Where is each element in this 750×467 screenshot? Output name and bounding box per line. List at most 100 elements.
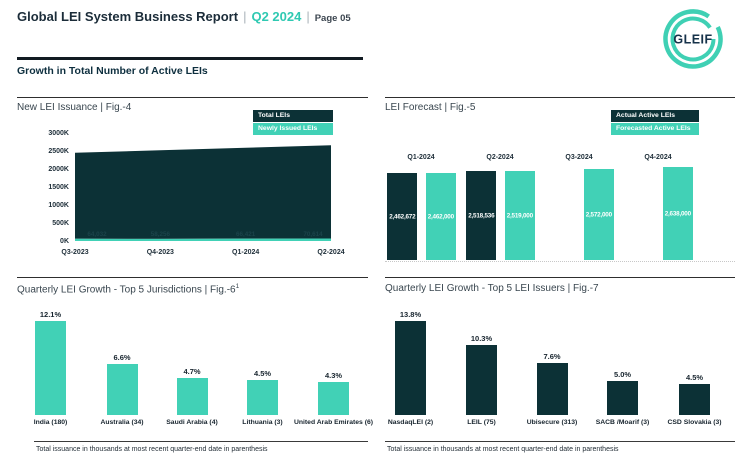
title-separator-2: | bbox=[306, 9, 310, 24]
chart-title-fig7: Quarterly LEI Growth - Top 5 LEI Issuers… bbox=[385, 283, 599, 294]
growth-bar bbox=[466, 344, 497, 415]
gleif-logo: GLEIF bbox=[663, 9, 723, 69]
legend-fig4: Total LEIs Newly Issued LEIs bbox=[253, 110, 333, 136]
forecast-bar: 2,638,000 bbox=[662, 167, 693, 261]
growth-bar bbox=[35, 321, 66, 415]
percent-label: 10.3% bbox=[470, 333, 493, 343]
bar-value-label: 2,638,000 bbox=[664, 210, 691, 218]
panel-rule-fig6 bbox=[17, 277, 368, 278]
legend-label: Total LEIs bbox=[258, 112, 290, 119]
chart-new-lei-issuance: 0K 500K 1000K 1500K 2000K 2500K 3000K Q3-2023 Q4… bbox=[17, 128, 367, 278]
category-label: Ubisecure (313) bbox=[526, 419, 578, 426]
growth-bar bbox=[318, 381, 349, 415]
category-label: LEIL (75) bbox=[467, 419, 496, 426]
y-axis-tick: 0K bbox=[60, 237, 69, 245]
chart-title-fig5: LEI Forecast | Fig.-5 bbox=[385, 102, 475, 113]
section-title: Growth in Total Number of Active LEIs bbox=[17, 65, 208, 77]
page-title: Global LEI System Business Report | Q2 202… bbox=[17, 9, 351, 24]
title-separator: | bbox=[243, 9, 247, 24]
legend-label: Forecasted Active LEIs bbox=[616, 125, 691, 132]
legend-newly-issued-leis: Newly Issued LEIs bbox=[253, 123, 333, 135]
area-plot bbox=[75, 145, 331, 241]
chart-top5-lei-issuers: 13.8% NasdaqLEI (2) 10.3% LEIL (75) 7.6% Ubis… bbox=[385, 300, 735, 450]
panel-rule-fig4 bbox=[17, 97, 368, 98]
growth-bar bbox=[679, 384, 710, 415]
bar-value-label: 2,572,000 bbox=[585, 211, 612, 219]
y-axis-tick: 1500K bbox=[48, 183, 69, 191]
report-period: Q2 2024 bbox=[251, 9, 302, 24]
y-axis-tick: 3000K bbox=[48, 129, 69, 137]
percent-label: 6.6% bbox=[113, 352, 131, 362]
chart-title-text: New LEI Issuance | Fig.-4 bbox=[17, 102, 132, 113]
forecast-bar: 2,518,536 bbox=[466, 171, 497, 261]
quarter-label: Q2-2024 bbox=[486, 154, 514, 161]
category-label: Lithuania (3) bbox=[242, 419, 283, 426]
forecast-bar: 2,462,672 bbox=[387, 173, 418, 261]
page-number: Page 05 bbox=[314, 13, 351, 24]
percent-label: 4.5% bbox=[253, 369, 272, 379]
footnote-right: Total issuance in thousands at most rece… bbox=[387, 446, 619, 453]
legend-label: Newly Issued LEIs bbox=[258, 125, 318, 132]
x-axis-label: Q3-2023 bbox=[61, 249, 89, 256]
growth-bar bbox=[176, 378, 208, 415]
forecast-bar: 2,519,000 bbox=[504, 171, 535, 261]
x-axis-label: Q1-2024 bbox=[232, 249, 260, 256]
logo-outer-ring bbox=[663, 9, 723, 69]
growth-bar bbox=[536, 363, 568, 415]
legend-total-leis: Total LEIs bbox=[253, 110, 333, 122]
percent-label: 5.0% bbox=[613, 369, 632, 379]
bar-value-label: 2,519,000 bbox=[506, 212, 533, 220]
legend-label: Actual Active LEIs bbox=[616, 112, 676, 119]
quarter-label: Q4-2024 bbox=[644, 154, 672, 161]
category-label: Australia (34) bbox=[100, 419, 144, 426]
panel-rule-fig5 bbox=[385, 97, 735, 98]
category-label: Saudi Arabia (4) bbox=[166, 419, 218, 426]
category-label: CSD Slovakia (3) bbox=[667, 419, 722, 426]
category-label: SACB /Moarif (3) bbox=[595, 419, 650, 426]
category-label: United Arab Emirates (6) bbox=[293, 419, 374, 426]
chart-title-text: LEI Forecast | Fig.-5 bbox=[385, 102, 476, 113]
percent-label: 12.1% bbox=[39, 310, 62, 319]
percent-label: 13.8% bbox=[399, 310, 422, 319]
forecast-bar: 2,572,000 bbox=[583, 169, 614, 261]
bar-value-label: 2,518,536 bbox=[468, 212, 495, 220]
area-data-label: 58,256 bbox=[150, 231, 170, 238]
legend-actual-active-leis: Actual Active LEIs bbox=[611, 110, 699, 122]
footer-rule-left bbox=[34, 441, 368, 442]
area-newly-issued-leis bbox=[75, 238, 331, 241]
y-axis-tick: 2000K bbox=[48, 165, 69, 173]
growth-bar bbox=[106, 363, 138, 415]
area-data-label: 64,032 bbox=[87, 231, 107, 238]
baseline-dotted bbox=[385, 260, 735, 262]
category-label: NasdaqLEI (2) bbox=[387, 419, 434, 426]
x-axis-label: Q4-2023 bbox=[146, 249, 174, 256]
growth-bar bbox=[247, 380, 278, 415]
area-data-label: 66,421 bbox=[236, 231, 256, 238]
forecast-bar: 2,462,000 bbox=[425, 173, 456, 261]
bar-value-label: 2,462,672 bbox=[389, 213, 416, 221]
percent-label: 4.5% bbox=[685, 373, 704, 383]
report-title: Global LEI System Business Report bbox=[17, 9, 239, 24]
y-axis-tick: 1000K bbox=[48, 201, 69, 209]
percent-label: 4.7% bbox=[183, 367, 201, 377]
footnote-left: Total issuance in thousands at most rece… bbox=[36, 446, 268, 453]
area-data-label: 70,614 bbox=[303, 231, 323, 238]
chart-title-fig4: New LEI Issuance | Fig.-4 bbox=[17, 102, 131, 113]
chart-title-text: Quarterly LEI Growth - Top 5 LEI Issuers… bbox=[385, 283, 599, 294]
y-axis-tick: 2500K bbox=[48, 147, 69, 155]
chart-title-fig6: Quarterly LEI Growth - Top 5 Jurisdictio… bbox=[17, 283, 239, 295]
growth-bar bbox=[395, 321, 426, 415]
quarter-label: Q1-2024 bbox=[407, 154, 435, 161]
panel-rule-fig7 bbox=[385, 277, 735, 278]
chart-lei-forecast: Q1-2024 Q2-2024 Q3-2024 Q4-2024 2,462,672 2,5… bbox=[385, 128, 735, 278]
header-divider bbox=[17, 57, 363, 60]
legend-fig5: Actual Active LEIs Forecasted Active LEI… bbox=[611, 110, 699, 136]
area-total-leis bbox=[75, 145, 331, 239]
x-axis-label: Q2-2024 bbox=[317, 249, 345, 256]
quarter-label: Q3-2024 bbox=[565, 154, 593, 161]
bar-value-label: 2,462,000 bbox=[427, 213, 454, 221]
chart-title-text: Quarterly LEI Growth - Top 5 Jurisdictio… bbox=[17, 284, 236, 296]
footer-rule-right bbox=[385, 441, 735, 442]
chart-top5-jurisdictions: 12.1% India (180) 6.6% Australia (34) 4.7% Sa… bbox=[17, 300, 373, 450]
